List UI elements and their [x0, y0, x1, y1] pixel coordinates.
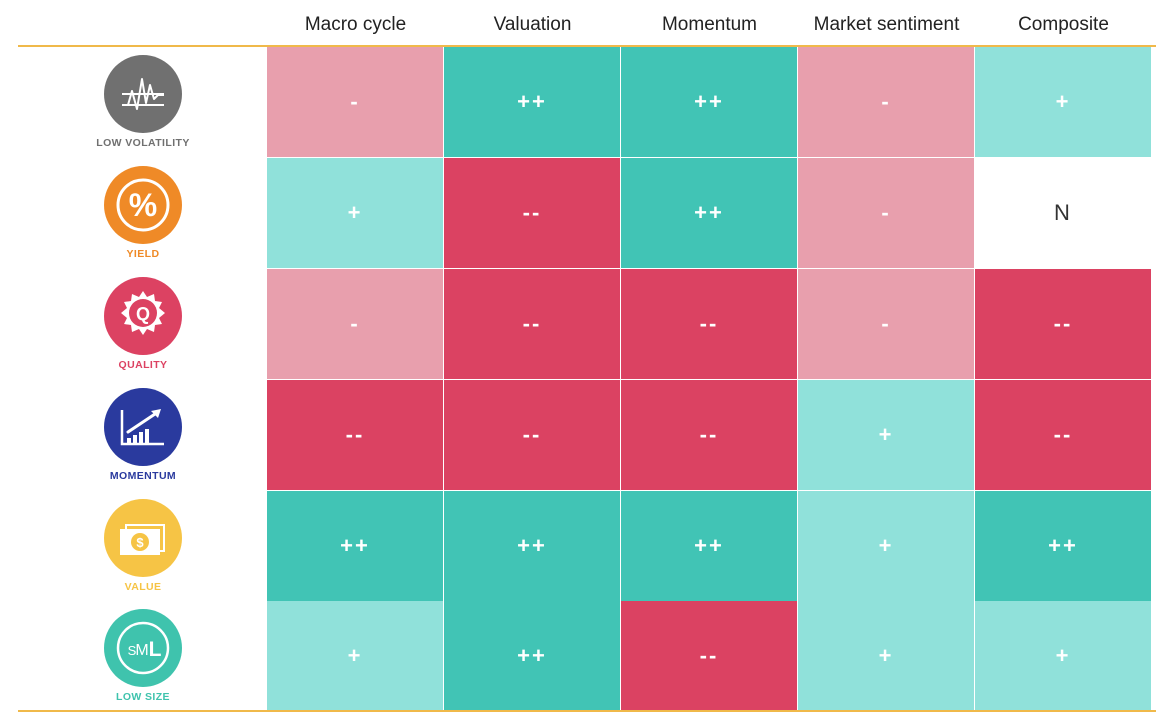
coin: [131, 533, 149, 551]
column-header-momentum: Momentum: [661, 14, 758, 35]
svg-text:M: M: [135, 642, 148, 659]
score-cell: ++: [621, 491, 797, 601]
factor-row-quality: Q QUALITY - -- -- - --: [0, 269, 1162, 380]
svg-text:%: %: [129, 187, 157, 223]
percent-icon: %: [104, 166, 182, 244]
factor-row-low-size: S M L LOW SIZE + ++ -- + +: [0, 601, 1162, 712]
score-cell: -: [267, 269, 443, 379]
score-cell: --: [444, 269, 620, 379]
score-cell: +: [798, 601, 974, 711]
trend-chart-icon: [104, 388, 182, 466]
factor-row-value: $ VALUE ++ ++ ++ + ++: [0, 491, 1162, 602]
score-cell: --: [444, 158, 620, 268]
svg-text:Q: Q: [136, 304, 150, 324]
score-cell: --: [444, 380, 620, 490]
score-cell: +: [975, 47, 1151, 157]
score-cell: +: [798, 380, 974, 490]
factor-label-block: Q QUALITY: [80, 269, 206, 380]
score-cell: --: [621, 269, 797, 379]
factor-label: MOMENTUM: [109, 470, 177, 482]
column-header-row: Macro cycle Valuation Momentum Market se…: [0, 0, 1162, 46]
factor-label: QUALITY: [118, 359, 168, 371]
factor-label: VALUE: [124, 581, 162, 593]
factor-label-block: $ VALUE: [80, 491, 206, 602]
score-cell: +: [798, 491, 974, 601]
factor-label-block: % YIELD: [80, 158, 206, 269]
icon-background: [104, 388, 182, 466]
quality-seal-icon: Q: [104, 277, 182, 355]
score-cell: ++: [444, 491, 620, 601]
footer-rule: [18, 710, 1156, 712]
factor-label-block: LOW VOLATILITY: [80, 47, 206, 158]
column-header-valuation: Valuation: [493, 14, 572, 35]
seal-inner: [129, 299, 157, 327]
svg-text:L: L: [149, 638, 162, 661]
factor-label: LOW SIZE: [116, 691, 170, 703]
factor-label: YIELD: [126, 248, 160, 260]
column-header-market-sentiment: Market sentiment: [813, 14, 960, 35]
score-cell: -: [798, 47, 974, 157]
sml-size-icon: S M L: [104, 609, 182, 687]
score-cell: +: [267, 601, 443, 711]
column-header-macro-cycle: Macro cycle: [304, 14, 407, 35]
dollar-bill-icon: $: [104, 499, 182, 577]
factor-label-block: MOMENTUM: [80, 380, 206, 491]
score-cell: --: [621, 601, 797, 711]
score-cell: N: [975, 158, 1151, 268]
score-cell: ++: [621, 158, 797, 268]
score-cell: ++: [267, 491, 443, 601]
icon-background: [104, 609, 182, 687]
score-cell: --: [975, 269, 1151, 379]
score-cell: +: [267, 158, 443, 268]
icon-background: [104, 166, 182, 244]
factor-label: LOW VOLATILITY: [96, 137, 190, 149]
svg-text:$: $: [136, 535, 144, 550]
score-cell: ++: [444, 47, 620, 157]
svg-text:S: S: [128, 643, 137, 658]
header-rule: [18, 45, 1156, 47]
column-header-composite: Composite: [1018, 14, 1109, 35]
factor-row-momentum: MOMENTUM -- -- -- + --: [0, 380, 1162, 491]
score-cell: ++: [975, 491, 1151, 601]
score-cell: --: [267, 380, 443, 490]
factor-row-low-volatility: LOW VOLATILITY - ++ ++ - +: [0, 47, 1162, 158]
factor-row-yield: % YIELD + -- ++ - N: [0, 158, 1162, 269]
score-cell: --: [975, 380, 1151, 490]
score-cell: ++: [621, 47, 797, 157]
score-cell: -: [798, 269, 974, 379]
low-volatility-icon: [104, 55, 182, 133]
score-cell: -: [267, 47, 443, 157]
score-cell: -: [798, 158, 974, 268]
score-cell: +: [975, 601, 1151, 711]
factor-label-block: S M L LOW SIZE: [80, 601, 206, 712]
score-cell: --: [621, 380, 797, 490]
score-cell: ++: [444, 601, 620, 711]
